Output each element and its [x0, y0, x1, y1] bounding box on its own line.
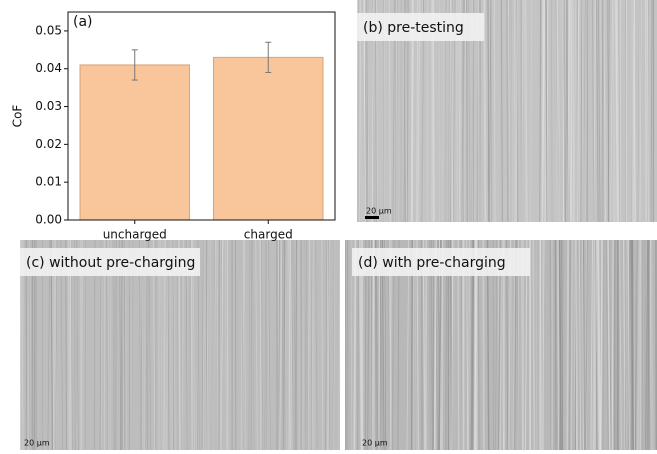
- chart: CoF 0.00 0.01 0.02 0.03 0.04 0.05 uncharged cha…: [11, 12, 336, 242]
- sem-stripe: [494, 0, 495, 222]
- y-tick-label: 0.01: [35, 175, 62, 189]
- bar: [214, 57, 323, 220]
- sem-stripe: [251, 240, 252, 450]
- scale-label: 20 µm: [24, 439, 50, 448]
- sem-stripe: [632, 240, 633, 450]
- panel-label: (d) with pre-charging: [358, 255, 506, 271]
- sem-stripe: [277, 240, 278, 450]
- sem-stripe: [508, 0, 509, 222]
- y-tick-label: 0.00: [35, 213, 62, 227]
- sem-stripe: [576, 240, 577, 450]
- sem-stripe: [313, 240, 314, 450]
- sem-stripe: [571, 0, 572, 222]
- sem-stripe: [347, 240, 348, 450]
- panel-label: (c) without pre-charging: [26, 255, 195, 271]
- panel-label: (b) pre-testing: [363, 20, 464, 36]
- y-tick-label: 0.04: [35, 61, 62, 75]
- chart-title: (a): [73, 14, 93, 30]
- y-tick-label: 0.03: [35, 99, 62, 113]
- sem-stripe: [550, 240, 551, 450]
- x-tick-label: uncharged: [103, 228, 167, 242]
- sem-stripe: [632, 0, 633, 222]
- sem-stripe: [356, 0, 357, 222]
- sem-stripe: [613, 240, 614, 450]
- sem-stripe: [533, 240, 534, 450]
- y-tick-label: 0.05: [35, 23, 62, 37]
- sem-stripe: [569, 240, 570, 450]
- sem-stripe: [648, 240, 649, 450]
- scale-bar: [365, 216, 379, 219]
- x-tick-label: charged: [244, 228, 293, 242]
- scale-label: 20 µm: [362, 439, 388, 448]
- sem-stripe: [540, 0, 541, 222]
- sem-stripe: [507, 0, 508, 222]
- y-tick-label: 0.02: [35, 137, 62, 151]
- bar: [80, 65, 189, 220]
- sem-stripe: [552, 240, 553, 450]
- y-axis-label: CoF: [11, 105, 25, 128]
- scale-label: 20 µm: [366, 207, 392, 216]
- sem-stripe: [567, 240, 568, 450]
- sem-stripe: [573, 0, 574, 222]
